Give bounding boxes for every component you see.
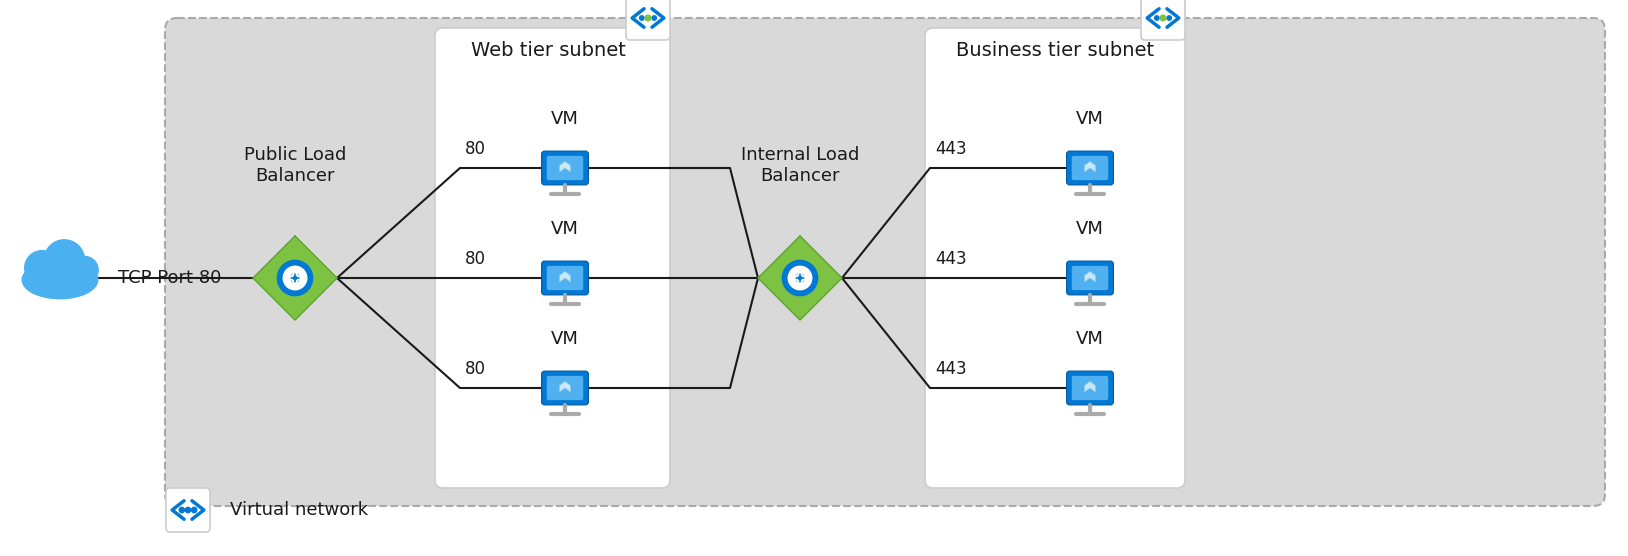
Text: 443: 443 <box>934 140 967 158</box>
FancyBboxPatch shape <box>1071 376 1109 400</box>
FancyBboxPatch shape <box>1066 371 1114 405</box>
Polygon shape <box>560 271 570 282</box>
Circle shape <box>1154 16 1159 20</box>
Text: VM: VM <box>1076 110 1104 128</box>
Text: Virtual network: Virtual network <box>230 501 368 519</box>
FancyBboxPatch shape <box>1066 151 1114 185</box>
FancyBboxPatch shape <box>627 0 671 40</box>
Circle shape <box>651 16 656 20</box>
FancyBboxPatch shape <box>542 261 588 295</box>
Circle shape <box>277 260 313 296</box>
FancyBboxPatch shape <box>547 266 583 290</box>
Circle shape <box>179 508 184 513</box>
Ellipse shape <box>26 262 93 286</box>
FancyBboxPatch shape <box>164 18 1605 506</box>
Polygon shape <box>1084 381 1096 392</box>
Circle shape <box>783 260 817 296</box>
Circle shape <box>788 266 812 290</box>
Text: VM: VM <box>1076 330 1104 348</box>
Polygon shape <box>560 381 570 392</box>
Polygon shape <box>1084 161 1096 172</box>
Circle shape <box>192 508 197 513</box>
Text: VM: VM <box>1076 220 1104 238</box>
FancyBboxPatch shape <box>925 28 1185 488</box>
FancyBboxPatch shape <box>1066 261 1114 295</box>
FancyBboxPatch shape <box>435 28 671 488</box>
Text: Business tier subnet: Business tier subnet <box>956 41 1154 60</box>
FancyBboxPatch shape <box>542 371 588 405</box>
Circle shape <box>186 508 190 513</box>
Text: 80: 80 <box>466 250 487 268</box>
Text: VM: VM <box>550 220 580 238</box>
Circle shape <box>44 240 85 280</box>
FancyBboxPatch shape <box>1071 156 1109 180</box>
FancyBboxPatch shape <box>1071 266 1109 290</box>
Text: 443: 443 <box>934 250 967 268</box>
Circle shape <box>24 251 59 285</box>
Circle shape <box>283 266 306 290</box>
Text: TCP Port 80: TCP Port 80 <box>119 269 221 287</box>
Text: VM: VM <box>550 110 580 128</box>
Circle shape <box>645 15 651 21</box>
FancyBboxPatch shape <box>1141 0 1185 40</box>
Text: 80: 80 <box>466 360 487 378</box>
Text: Internal Load
Balancer: Internal Load Balancer <box>741 146 860 185</box>
Circle shape <box>291 274 300 282</box>
Text: 80: 80 <box>466 140 487 158</box>
Circle shape <box>796 274 804 282</box>
FancyBboxPatch shape <box>166 488 210 532</box>
Polygon shape <box>1084 271 1096 282</box>
Polygon shape <box>759 236 842 320</box>
FancyBboxPatch shape <box>542 151 588 185</box>
Ellipse shape <box>23 261 98 299</box>
Text: VM: VM <box>550 330 580 348</box>
Circle shape <box>1167 16 1172 20</box>
Text: Public Load
Balancer: Public Load Balancer <box>244 146 347 185</box>
Polygon shape <box>560 161 570 172</box>
FancyBboxPatch shape <box>547 376 583 400</box>
Polygon shape <box>252 236 337 320</box>
FancyBboxPatch shape <box>547 156 583 180</box>
Circle shape <box>70 256 98 284</box>
Circle shape <box>640 16 645 20</box>
Text: 443: 443 <box>934 360 967 378</box>
Text: Web tier subnet: Web tier subnet <box>470 41 625 60</box>
Circle shape <box>1161 15 1166 21</box>
